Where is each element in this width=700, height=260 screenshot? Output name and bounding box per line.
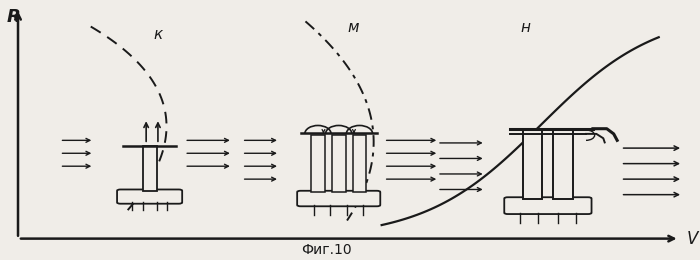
Bar — [353, 135, 366, 192]
Text: н: н — [520, 20, 530, 35]
Bar — [332, 135, 346, 192]
Text: V: V — [687, 230, 698, 248]
FancyBboxPatch shape — [298, 191, 380, 206]
Bar — [143, 146, 157, 191]
Bar — [523, 130, 542, 199]
Text: к: к — [153, 28, 162, 42]
Text: R: R — [6, 9, 20, 27]
Bar — [554, 130, 573, 199]
Bar — [311, 135, 325, 192]
Text: м: м — [347, 20, 358, 35]
FancyBboxPatch shape — [117, 190, 182, 204]
Text: Фиг.10: Фиг.10 — [301, 243, 351, 257]
FancyBboxPatch shape — [504, 197, 592, 214]
